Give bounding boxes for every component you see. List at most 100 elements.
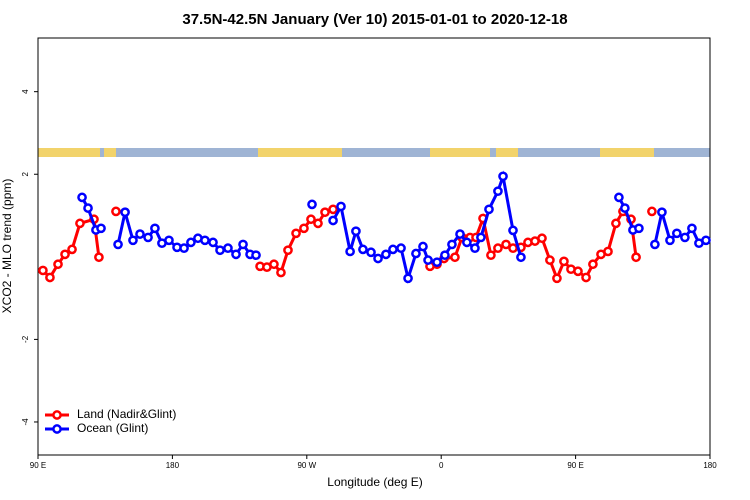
legend-label: Land (Nadir&Glint) xyxy=(77,407,176,421)
data-point xyxy=(388,244,398,255)
data-point xyxy=(498,171,508,182)
data-point xyxy=(552,273,562,284)
data-point xyxy=(83,203,93,213)
x-tick-label: 90 E xyxy=(30,461,46,470)
data-point xyxy=(573,266,583,277)
data-point xyxy=(94,252,104,263)
data-point xyxy=(283,245,293,256)
data-point xyxy=(299,223,309,234)
chart-title: 37.5N-42.5N January (Ver 10) 2015-01-01 … xyxy=(182,11,567,28)
land-band xyxy=(104,148,116,157)
data-point xyxy=(671,228,682,239)
land-band xyxy=(496,148,518,157)
y-tick-label: 2 xyxy=(21,171,30,176)
data-point xyxy=(143,232,153,243)
data-point xyxy=(313,218,323,229)
y-axis-label: XCO2 - MLO trend (ppm) xyxy=(0,179,14,314)
data-point xyxy=(231,249,241,260)
data-point xyxy=(320,207,330,218)
data-point xyxy=(403,273,413,284)
data-point xyxy=(150,223,160,234)
data-point xyxy=(486,250,496,261)
data-point xyxy=(328,204,338,215)
data-point xyxy=(501,239,511,250)
data-point xyxy=(251,250,261,261)
data-point xyxy=(611,218,621,229)
data-point xyxy=(77,192,87,203)
legend-marker xyxy=(52,410,62,420)
data-point xyxy=(53,259,63,270)
data-point xyxy=(657,207,667,218)
data-point xyxy=(135,229,145,239)
data-point xyxy=(111,206,121,217)
data-point xyxy=(476,232,486,243)
data-point xyxy=(223,243,233,254)
data-point xyxy=(215,245,225,256)
plot-frame xyxy=(37,37,711,456)
data-point xyxy=(336,201,346,212)
data-point xyxy=(411,248,421,259)
x-tick-label: 180 xyxy=(166,461,180,470)
data-point xyxy=(238,239,248,250)
data-point xyxy=(537,233,547,244)
x-tick-label: 90 W xyxy=(297,461,316,470)
data-point xyxy=(67,244,77,255)
data-point xyxy=(45,272,55,283)
series-line xyxy=(80,170,707,284)
data-point xyxy=(470,243,480,254)
data-point xyxy=(373,253,383,264)
data-point xyxy=(75,218,85,229)
data-point xyxy=(432,257,442,268)
data-point xyxy=(701,235,711,246)
data-point xyxy=(545,255,555,265)
data-point xyxy=(345,246,355,257)
data-point xyxy=(447,239,457,250)
data-point xyxy=(603,246,613,257)
data-point xyxy=(269,259,279,270)
data-point xyxy=(650,239,660,250)
data-point xyxy=(276,267,286,278)
y-tick-label: 4 xyxy=(21,89,30,94)
data-point xyxy=(508,225,518,236)
data-point xyxy=(328,215,338,226)
data-point xyxy=(60,249,70,260)
data-point xyxy=(423,255,433,265)
x-tick-label: 90 E xyxy=(567,461,583,470)
data-point xyxy=(634,223,644,234)
x-tick-label: 180 xyxy=(703,461,717,470)
legend-marker xyxy=(52,424,62,434)
data-point xyxy=(620,203,630,213)
data-point xyxy=(516,252,526,263)
data-point xyxy=(665,235,675,246)
legend: Land (Nadir&Glint)Ocean (Glint) xyxy=(45,407,176,435)
data-point xyxy=(581,272,591,283)
data-point xyxy=(208,237,218,248)
data-point xyxy=(351,226,361,237)
data-point xyxy=(418,241,428,252)
data-point xyxy=(381,249,391,260)
data-point xyxy=(614,192,624,203)
data-point xyxy=(358,244,368,255)
data-point xyxy=(200,235,210,246)
data-point xyxy=(493,243,503,254)
data-point xyxy=(366,247,376,258)
data-point xyxy=(291,228,301,239)
x-axis-label: Longitude (deg E) xyxy=(327,475,422,489)
data-point xyxy=(559,256,569,267)
land-band xyxy=(38,148,100,157)
data-point xyxy=(128,235,138,246)
data-point xyxy=(450,252,460,263)
data-point xyxy=(120,207,130,218)
data-point xyxy=(96,223,106,234)
data-point xyxy=(186,237,196,248)
land-band xyxy=(430,148,490,157)
data-point xyxy=(508,243,518,254)
surface-band xyxy=(38,148,710,157)
data-point xyxy=(179,243,189,254)
data-point xyxy=(396,243,406,254)
land-band xyxy=(600,148,654,157)
data-point xyxy=(38,265,48,276)
data-point xyxy=(631,252,641,263)
data-point xyxy=(306,214,316,225)
